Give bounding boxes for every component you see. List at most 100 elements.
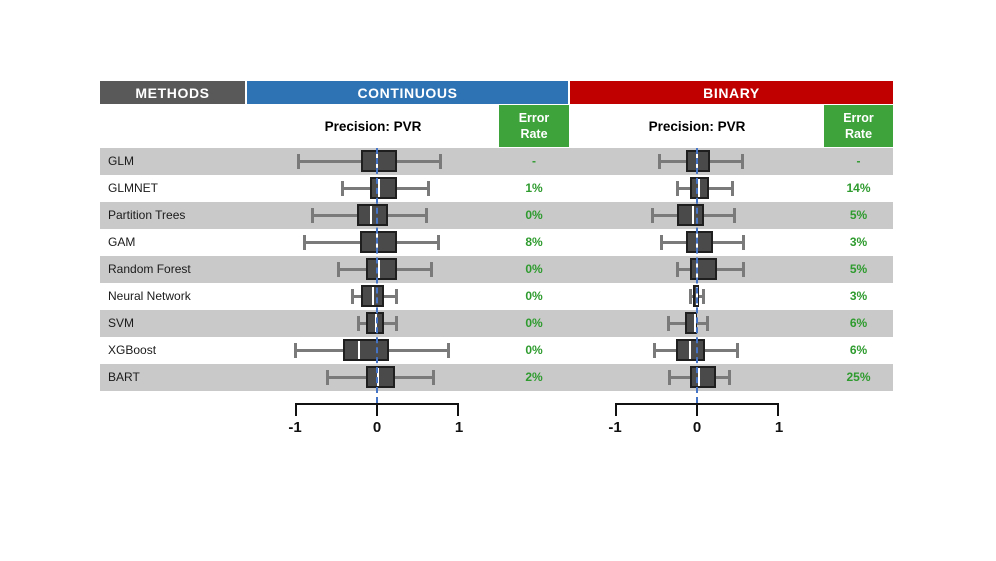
whisker-cap-high [741, 262, 745, 277]
median-line [378, 260, 381, 278]
whisker-cap-low [311, 208, 315, 223]
method-label: XGBoost [108, 343, 157, 357]
binary-error-rate-header: Error Rate [824, 105, 893, 147]
table-row: GLMNET 1% 14% [100, 175, 893, 202]
error-rate-value: 0% [525, 289, 543, 303]
whisker-cap-high [429, 262, 433, 277]
x-axis-zero-tick [696, 405, 698, 416]
whisker-cap-low [659, 235, 663, 250]
error-rate-value: - [532, 154, 536, 168]
x-axis-tick-labels-continuous: -1 0 1 [288, 419, 463, 439]
boxplot-cont [247, 256, 499, 283]
method-label: GAM [108, 235, 136, 249]
error-rate-value: 0% [525, 262, 543, 276]
table-row: XGBoost 0% 6% [100, 337, 893, 364]
error-rate-value: 5% [849, 208, 868, 222]
tick-label: -1 [608, 419, 622, 436]
error-rate-value: - [856, 154, 861, 168]
box-iqr [366, 258, 398, 280]
median-line [691, 206, 694, 224]
error-rate-value: 0% [525, 343, 543, 357]
methods-comparison-chart: METHODS CONTINUOUS BINARY Precision: PVR… [100, 81, 893, 461]
method-label: GLM [108, 154, 135, 168]
x-axis-binary [615, 403, 779, 416]
box-iqr [366, 312, 384, 334]
table-row: SVM 0% 6% [100, 310, 893, 337]
median-line [694, 314, 697, 332]
error-rate-value: 1% [525, 181, 543, 195]
error-rate-header-line1: Error [518, 110, 550, 125]
median-line [377, 179, 380, 197]
whisker-cap-low [357, 316, 361, 331]
box-iqr [677, 204, 704, 226]
error-rate-header-line2: Rate [844, 127, 873, 141]
median-line [357, 341, 360, 359]
median-line [697, 368, 700, 386]
median-line [697, 179, 700, 197]
box-iqr [357, 204, 389, 226]
box-iqr [690, 177, 710, 199]
whisker-cap-high [736, 343, 739, 358]
method-label: Partition Trees [108, 208, 186, 222]
tick-label: 0 [692, 419, 702, 436]
method-label: Random Forest [108, 262, 191, 276]
method-label: Neural Network [108, 289, 191, 303]
boxplot-cont [247, 175, 499, 202]
boxplot-cont [247, 337, 499, 364]
continuous-precision-label: Precision: PVR [324, 118, 422, 134]
continuous-panel-header: CONTINUOUS [247, 81, 568, 104]
boxplot-cont [247, 148, 499, 175]
error-rate-value: 6% [849, 343, 868, 357]
whisker-cap-high [432, 370, 436, 385]
method-label: GLMNET [108, 181, 159, 195]
table-row: Random Forest 0% 5% [100, 256, 893, 283]
box-iqr [359, 231, 397, 253]
boxplot-bin [570, 175, 824, 202]
whisker-cap-high [437, 235, 441, 250]
boxplot-bin [570, 310, 824, 337]
boxplot-cont [247, 229, 499, 256]
whisker-cap-low [294, 343, 297, 358]
error-rate-value: 3% [849, 235, 868, 249]
box-iqr [686, 150, 711, 172]
boxplot-cont [247, 364, 499, 391]
error-rate-value: 3% [849, 289, 868, 303]
whisker-cap-high [740, 154, 744, 169]
tick-label: 1 [454, 419, 464, 436]
binary-precision-label: Precision: PVR [648, 118, 746, 134]
whisker-cap-high [731, 181, 735, 196]
binary-panel-header: BINARY [570, 81, 893, 104]
whisker-cap-low [297, 154, 301, 169]
x-axis-zero-tick [376, 405, 378, 416]
error-rate-value: 0% [525, 208, 543, 222]
whisker-cap-high [732, 208, 736, 223]
zero-reference-line-binary [696, 148, 698, 403]
table-row: GAM 8% 3% [100, 229, 893, 256]
median-line [371, 287, 374, 305]
whisker-cap-low [350, 289, 354, 304]
whisker-cap-low [653, 343, 657, 358]
whisker-cap-low [336, 262, 340, 277]
whisker-cap-low [667, 316, 671, 331]
whisker-cap-high [701, 289, 705, 304]
whisker-cap-low [676, 262, 680, 277]
whisker-cap-high [438, 154, 442, 169]
methods-column-header: METHODS [100, 81, 245, 104]
continuous-error-rate-header: Error Rate [499, 105, 569, 147]
box-iqr [360, 150, 397, 172]
error-rate-value: 6% [849, 316, 868, 330]
boxplot-cont [247, 310, 499, 337]
tick-label: -1 [288, 419, 302, 436]
whisker-cap-high [394, 289, 398, 304]
box-iqr [343, 339, 390, 361]
whisker-cap-low [325, 370, 329, 385]
error-rate-header-line1: Error [843, 110, 874, 125]
whisker-cap-high [727, 370, 731, 385]
method-label: SVM [108, 316, 135, 330]
whisker-cap-high [447, 343, 451, 358]
median-line [688, 341, 691, 359]
whisker-cap-low [340, 181, 344, 196]
error-rate-value: 2% [525, 370, 543, 384]
whisker-cap-low [303, 235, 307, 250]
